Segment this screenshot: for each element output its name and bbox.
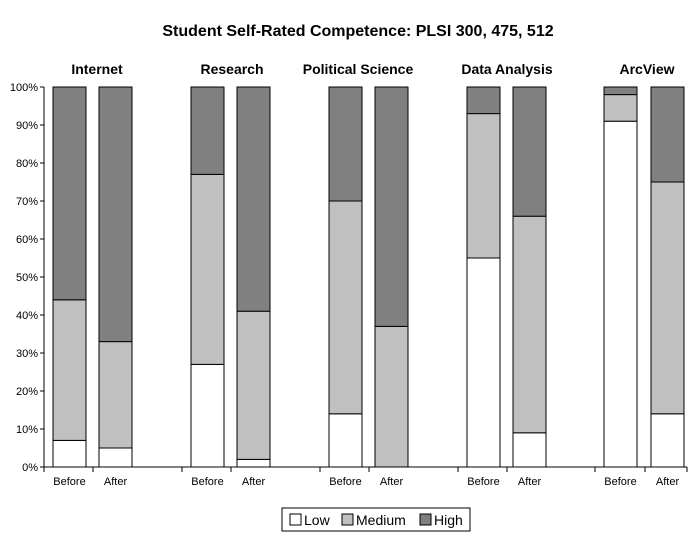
bar-segment-high-8	[603, 86, 638, 96]
y-tick-label: 20%	[16, 386, 38, 398]
y-tick-label: 90%	[16, 120, 38, 132]
group-label-3: Data Analysis	[461, 61, 553, 77]
bar-segment-medium-6	[466, 113, 501, 259]
legend-label-high: High	[434, 512, 463, 528]
y-tick-label: 0%	[22, 462, 38, 474]
bar-segment-high-7	[512, 86, 547, 217]
bar-segment-high-3	[236, 86, 271, 312]
bar-segment-high-6	[466, 86, 501, 115]
bar-segment-medium-1	[98, 341, 133, 449]
x-tick-label: Before	[467, 476, 499, 488]
bar-segment-low-9	[650, 413, 685, 468]
plot-area: 0% 10% 20% 30% 40% 50% 60% 70% 80% 90% 100% Before A…	[10, 61, 688, 488]
legend-label-medium: Medium	[356, 512, 406, 528]
x-tick-label: Before	[604, 476, 636, 488]
bar-segment-medium-7	[512, 215, 547, 434]
legend: Low Medium High	[281, 507, 471, 532]
bar-segment-low-4	[328, 413, 363, 468]
bar-segment-low-1	[98, 447, 133, 468]
bar-segment-high-0	[52, 86, 87, 301]
x-tick-label: After	[518, 476, 542, 488]
x-tick-label: After	[380, 476, 404, 488]
bar-segment-low-7	[512, 432, 547, 468]
legend-swatch-low	[289, 513, 302, 526]
y-tick-label: 70%	[16, 196, 38, 208]
x-tick-label: After	[104, 476, 128, 488]
chart-title: Student Self-Rated Competence: PLSI 300,…	[162, 23, 553, 40]
group-label-2: Political Science	[303, 61, 414, 77]
x-tick-label: After	[242, 476, 266, 488]
y-tick-label: 40%	[16, 310, 38, 322]
bar-segment-high-9	[650, 86, 685, 183]
legend-swatch-medium	[341, 513, 354, 526]
group-label-4: ArcView	[620, 61, 675, 77]
group-label-0: Internet	[71, 61, 123, 77]
y-tick-label: 50%	[16, 272, 38, 284]
bar-segment-high-4	[328, 86, 363, 202]
bar-segment-high-2	[190, 86, 225, 175]
x-tick-label: Before	[53, 476, 85, 488]
group-label-1: Research	[200, 61, 263, 77]
bar-segment-low-0	[52, 439, 87, 468]
bar-segment-medium-4	[328, 200, 363, 415]
legend-label-low: Low	[304, 512, 331, 528]
x-tick-label: After	[656, 476, 680, 488]
bar-segment-medium-9	[650, 181, 685, 415]
bar-segment-high-5	[374, 86, 409, 327]
bar-segment-low-8	[603, 120, 638, 468]
bar-segment-high-1	[98, 86, 133, 343]
bar-segment-low-2	[190, 363, 225, 468]
x-tick-label: Before	[191, 476, 223, 488]
bar-segment-medium-5	[374, 325, 409, 468]
bar-segment-low-6	[466, 257, 501, 468]
y-tick-label: 30%	[16, 348, 38, 360]
y-tick-label: 80%	[16, 158, 38, 170]
y-tick-label: 100%	[10, 82, 38, 94]
x-tick-label: Before	[329, 476, 361, 488]
y-tick-label: 10%	[16, 424, 38, 436]
bar-segment-low-3	[236, 458, 271, 468]
bar-segment-medium-0	[52, 299, 87, 441]
legend-swatch-high	[419, 513, 432, 526]
bar-segment-medium-8	[603, 94, 638, 122]
bar-segment-medium-3	[236, 310, 271, 460]
y-tick-label: 60%	[16, 234, 38, 246]
bar-segment-medium-2	[190, 173, 225, 365]
